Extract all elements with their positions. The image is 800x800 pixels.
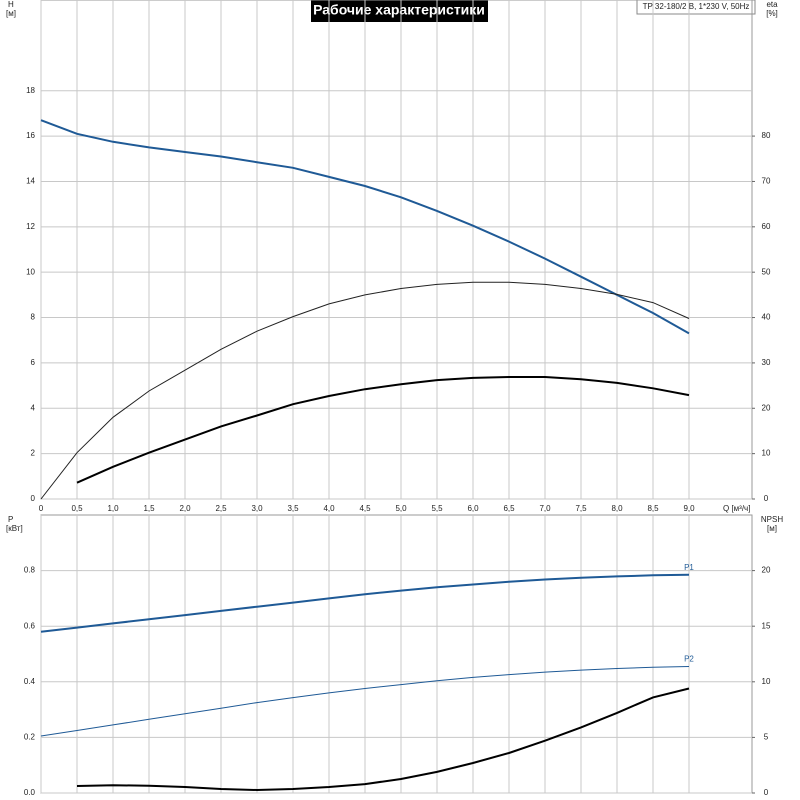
y2-tick-label: 15 <box>762 621 771 630</box>
x-tick-label: 5,5 <box>431 504 443 513</box>
chart-title: Рабочие характеристики <box>313 2 485 18</box>
x-tick-label: 7,0 <box>539 504 551 513</box>
y-tick-label: 12 <box>26 222 35 231</box>
plot-frame <box>40 0 753 500</box>
x-tick-label: 6,0 <box>467 504 479 513</box>
y-tick-label: 16 <box>26 131 35 140</box>
model-label: TP 32-180/2 B, 1*230 V, 50Hz <box>643 2 750 11</box>
y-tick-label: 4 <box>31 403 36 412</box>
y2-tick-label: 30 <box>762 358 771 367</box>
model-box <box>636 0 756 15</box>
y-tick-label: 0.4 <box>24 677 36 686</box>
x-tick-label: 7,5 <box>575 504 587 513</box>
y-tick-label: 0 <box>31 494 36 503</box>
plot-frame <box>40 514 753 794</box>
y-axis-unit: [м] <box>6 9 16 18</box>
y-tick-label: 10 <box>26 267 35 276</box>
x-tick-label: 8,5 <box>647 504 659 513</box>
y2-tick-label: 0 <box>764 494 769 503</box>
y-tick-label: 0.8 <box>24 566 36 575</box>
x-tick-label: 3,5 <box>287 504 299 513</box>
y2-tick-label: 60 <box>762 222 771 231</box>
y2-axis-unit: [%] <box>766 9 778 18</box>
series-line <box>40 573 690 633</box>
y2-axis-unit: [м] <box>767 524 777 533</box>
y-tick-label: 2 <box>31 449 36 458</box>
series-line <box>40 666 690 737</box>
x-axis-label: Q [м³/ч] <box>723 504 750 513</box>
y2-tick-label: 0 <box>764 788 769 797</box>
y2-tick-label: 10 <box>762 677 771 686</box>
y2-tick-label: 50 <box>762 267 771 276</box>
series-line <box>40 281 690 500</box>
y2-tick-label: 70 <box>762 177 771 186</box>
y2-tick-label: 5 <box>764 733 769 742</box>
y2-tick-label: 20 <box>762 566 771 575</box>
y-tick-label: 0.6 <box>24 621 36 630</box>
series-label: P2 <box>684 655 694 664</box>
x-tick-label: 4,0 <box>323 504 335 513</box>
series-line <box>76 376 690 484</box>
series-line <box>40 119 690 335</box>
y-tick-label: 14 <box>26 177 35 186</box>
y-axis-label: P <box>8 515 13 524</box>
series-line <box>76 687 690 792</box>
x-tick-label: 4,5 <box>359 504 371 513</box>
y2-tick-label: 80 <box>762 131 771 140</box>
x-tick-label: 6,5 <box>503 504 515 513</box>
x-tick-label: 1,5 <box>143 504 155 513</box>
x-tick-label: 2,5 <box>215 504 227 513</box>
y2-axis-label: eta <box>766 0 778 9</box>
y2-tick-label: 40 <box>762 313 771 322</box>
x-tick-label: 3,0 <box>251 504 263 513</box>
y-tick-label: 18 <box>26 86 35 95</box>
x-tick-label: 0,5 <box>71 504 83 513</box>
x-tick-label: 5,0 <box>395 504 407 513</box>
x-tick-label: 0 <box>39 504 44 513</box>
y-tick-label: 0.0 <box>24 788 36 797</box>
y-axis-label: H <box>8 0 14 9</box>
x-tick-label: 9,0 <box>683 504 695 513</box>
y-tick-label: 6 <box>31 358 36 367</box>
y2-axis-label: NPSH <box>761 515 783 524</box>
y-tick-label: 0.2 <box>24 733 36 742</box>
x-tick-label: 2,0 <box>179 504 191 513</box>
title-box <box>311 0 488 22</box>
y-tick-label: 8 <box>31 313 36 322</box>
y2-tick-label: 10 <box>762 449 771 458</box>
x-tick-label: 1,0 <box>107 504 119 513</box>
x-tick-label: 8,0 <box>611 504 623 513</box>
y2-tick-label: 20 <box>762 403 771 412</box>
series-label: P1 <box>684 563 694 572</box>
y-axis-unit: [кВт] <box>6 524 23 533</box>
